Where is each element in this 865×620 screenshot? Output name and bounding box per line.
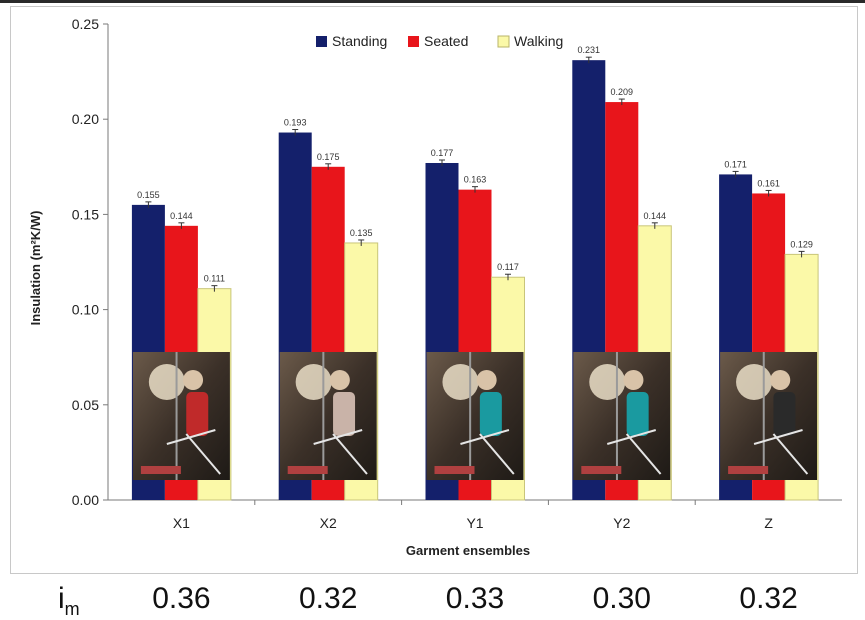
data-label: 0.111 (204, 274, 225, 284)
photo-torso (626, 392, 649, 436)
legend: Standing Seated Walking (316, 33, 563, 49)
legend-swatch-seated (408, 36, 419, 47)
photo-head (476, 370, 497, 390)
photo-chair-leg (185, 433, 221, 475)
mannequin-photo-icon (426, 352, 524, 480)
im-value: 0.32 (298, 582, 358, 615)
photo-background (573, 352, 671, 480)
photo-chair (460, 429, 510, 445)
photo-chair (753, 429, 803, 445)
photo-torso (333, 392, 356, 436)
x-tick-label: X2 (320, 515, 337, 531)
photo-background (426, 352, 524, 480)
photo-background (279, 352, 377, 480)
photo-light (148, 364, 185, 400)
x-axis-label: Garment ensembles (406, 543, 530, 558)
y-tick-label: 0.15 (72, 206, 99, 222)
photo-torso (773, 392, 796, 436)
y-tick-label: 0.00 (72, 492, 99, 508)
photo-base (287, 466, 328, 474)
photo-chair (606, 429, 657, 445)
data-label: 0.144 (644, 211, 667, 221)
data-label: 0.177 (431, 148, 454, 158)
photo-chair-leg (332, 433, 368, 475)
im-row-label: im (58, 582, 80, 619)
photo-light (736, 364, 773, 400)
data-label: 0.117 (497, 262, 519, 272)
photo-base (140, 466, 181, 474)
im-value: 0.33 (445, 582, 505, 615)
legend-label-standing: Standing (332, 33, 387, 49)
photo-chair-leg (772, 433, 809, 475)
photo-background (720, 352, 818, 480)
data-labels-group: 0.155 0.144 0.111 0.193 0.175 0.135 0.177 0.163… (137, 45, 813, 283)
mannequin-photo-icon (573, 352, 671, 480)
data-label: 0.129 (790, 239, 813, 249)
data-label: 0.155 (137, 190, 160, 200)
y-tick-label: 0.05 (72, 397, 99, 413)
data-label: 0.135 (350, 228, 373, 238)
im-value: 0.36 (152, 582, 211, 615)
photo-base (728, 466, 769, 474)
axes-group: 0.00 0.05 0.10 0.15 0.20 0.25 X1 X2 Y1 Y2 Z (72, 16, 842, 531)
photo-light (589, 364, 626, 400)
photo-light (295, 364, 332, 400)
photo-insets-group (132, 352, 818, 480)
y-tick-label: 0.10 (72, 302, 99, 318)
x-tick-label: Y1 (466, 515, 483, 531)
data-label: 0.144 (170, 211, 193, 221)
mannequin-photo-icon (279, 352, 377, 480)
photo-chair-leg (479, 433, 515, 475)
mannequin-photo-icon (132, 352, 230, 480)
im-value: 0.30 (592, 582, 651, 615)
y-tick-label: 0.20 (72, 111, 99, 127)
y-tick-label: 0.25 (72, 16, 99, 32)
mannequin-photo-icon (720, 352, 818, 480)
legend-swatch-standing (316, 36, 327, 47)
im-value: 0.32 (739, 582, 798, 615)
y-axis-label: Insulation (m²K/W) (28, 211, 43, 326)
x-tick-label: Y2 (613, 515, 630, 531)
photo-chair (313, 429, 363, 445)
data-label: 0.171 (724, 159, 747, 169)
photo-head (623, 370, 644, 390)
photo-background (132, 352, 230, 480)
top-border-line (0, 0, 865, 3)
data-label: 0.209 (611, 87, 634, 97)
x-tick-label: Z (764, 515, 773, 531)
photo-torso (186, 392, 209, 436)
x-tick-label: X1 (173, 515, 190, 531)
data-label: 0.231 (578, 45, 601, 55)
photo-light (442, 364, 479, 400)
photo-torso (479, 392, 502, 436)
chart-frame (10, 6, 858, 574)
legend-label-walking: Walking (514, 33, 563, 49)
photo-head (329, 370, 350, 390)
data-label: 0.193 (284, 118, 307, 128)
im-row: im 0.36 0.32 0.33 0.30 0.32 (0, 580, 865, 619)
photo-head (183, 370, 204, 390)
data-label: 0.161 (757, 178, 780, 188)
photo-head (770, 370, 791, 390)
photo-base (581, 466, 622, 474)
data-label: 0.163 (464, 175, 487, 185)
photo-chair-leg (625, 433, 662, 475)
legend-swatch-walking (497, 35, 510, 48)
photo-base (434, 466, 475, 474)
error-bars-group (145, 56, 805, 292)
data-label: 0.175 (317, 152, 340, 162)
legend-label-seated: Seated (424, 33, 468, 49)
photo-chair (166, 429, 216, 445)
